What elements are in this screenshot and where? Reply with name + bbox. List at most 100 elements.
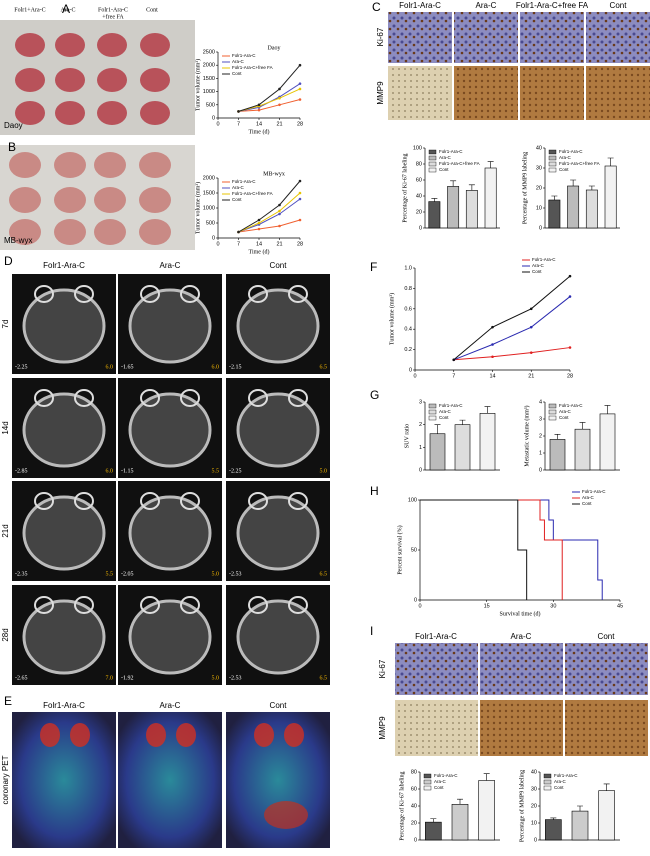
y-axis-label: Tumor volume (mm³) bbox=[388, 293, 395, 345]
mri-value: -2.65 bbox=[15, 675, 28, 681]
survival-curve bbox=[420, 499, 563, 600]
y-tick-label: 2000 bbox=[203, 175, 215, 181]
bar bbox=[478, 780, 495, 841]
legend-label: Folr1-Ara-C bbox=[439, 403, 463, 408]
bar bbox=[604, 165, 617, 229]
row-label: MMP9 bbox=[378, 716, 387, 740]
legend-label: Cont bbox=[434, 785, 444, 790]
error-bar bbox=[607, 157, 614, 166]
y-tick-label: 2 bbox=[539, 433, 542, 439]
ihc-image bbox=[480, 643, 563, 695]
legend-swatch bbox=[548, 415, 557, 421]
point bbox=[257, 218, 261, 222]
x-tick-label: 14 bbox=[256, 121, 262, 127]
error-bar bbox=[570, 179, 577, 186]
x-tick-label: 0 bbox=[216, 121, 219, 127]
tumor bbox=[54, 219, 86, 245]
y-tick-label: 100 bbox=[413, 145, 422, 151]
tumor bbox=[139, 187, 171, 213]
y-tick-label: 20 bbox=[411, 820, 417, 826]
y-tick-label: 50 bbox=[411, 547, 417, 553]
x-tick-label: 7 bbox=[237, 241, 240, 247]
y-tick-label: 0.4 bbox=[404, 327, 412, 333]
pet-image bbox=[12, 712, 116, 848]
mri-eye bbox=[180, 596, 200, 614]
point bbox=[529, 351, 533, 354]
legend-label: Ara-C bbox=[439, 409, 452, 414]
legend-label: Cont bbox=[439, 415, 449, 420]
legend-swatch bbox=[548, 161, 557, 167]
column-header: Folr1-Ara-C+free FA bbox=[516, 1, 589, 10]
ihc-image bbox=[586, 66, 650, 120]
mri-skull bbox=[236, 599, 320, 675]
bar bbox=[571, 810, 589, 841]
error-bar bbox=[483, 773, 490, 781]
row-label: Ki-67 bbox=[376, 27, 385, 46]
ihc-image bbox=[454, 12, 518, 63]
pet-hotspot bbox=[254, 723, 274, 747]
error-bar bbox=[431, 198, 438, 202]
x-tick-label: 28 bbox=[297, 241, 303, 247]
y-tick-label: 0 bbox=[539, 225, 542, 231]
legend-swatch bbox=[548, 149, 557, 155]
tumor bbox=[9, 152, 41, 178]
point bbox=[298, 179, 302, 183]
bar bbox=[451, 803, 469, 841]
point bbox=[298, 82, 302, 85]
tumor bbox=[15, 101, 45, 125]
error-bar bbox=[550, 817, 557, 820]
error-bar bbox=[577, 805, 583, 812]
x-tick-label: 0 bbox=[413, 373, 416, 379]
y-tick-label: 500 bbox=[206, 220, 215, 226]
mri-value: -1.65 bbox=[121, 364, 134, 370]
bar bbox=[549, 439, 566, 471]
y-tick-label: 20 bbox=[531, 803, 537, 809]
y-tick-label: 1000 bbox=[203, 89, 215, 95]
y-tick-label: 2000 bbox=[203, 63, 215, 69]
y-tick-label: 1000 bbox=[203, 205, 215, 211]
mri-value: -2.53 bbox=[229, 675, 242, 681]
mri-value: 6.0 bbox=[106, 364, 114, 370]
mri-value: 6.5 bbox=[320, 571, 328, 577]
error-bar bbox=[434, 424, 441, 434]
x-tick-label: 15 bbox=[484, 603, 490, 609]
y-tick-label: 2 bbox=[419, 422, 422, 428]
point bbox=[568, 274, 572, 278]
x-axis-label: Time (d) bbox=[249, 128, 270, 135]
point bbox=[237, 230, 240, 234]
row-label: 7d bbox=[1, 320, 10, 329]
panel-label: I bbox=[370, 624, 373, 638]
line bbox=[238, 192, 301, 233]
legend-swatch bbox=[423, 779, 432, 785]
line bbox=[453, 296, 571, 361]
point bbox=[278, 96, 281, 100]
error-bar bbox=[457, 798, 463, 805]
legend-swatch bbox=[548, 155, 557, 161]
mri-skull bbox=[22, 599, 106, 675]
x-tick-label: 21 bbox=[276, 121, 282, 127]
tumor bbox=[139, 152, 171, 178]
column-header: +free FA bbox=[102, 13, 124, 20]
survival-curve bbox=[420, 499, 603, 600]
ihc-image bbox=[565, 700, 648, 756]
legend-label: Folr1-Ara-C+free FA bbox=[559, 161, 600, 166]
images bbox=[0, 12, 650, 848]
error-bar bbox=[551, 195, 558, 200]
y-tick-label: 100 bbox=[408, 497, 417, 503]
pet-hotspot bbox=[70, 723, 90, 747]
row-label: 14d bbox=[1, 421, 10, 434]
ihc-image bbox=[388, 66, 452, 120]
column-header: Cont bbox=[270, 701, 288, 710]
y-tick-label: 40 bbox=[536, 145, 542, 151]
column-header: Ara-C bbox=[160, 701, 181, 710]
bar bbox=[447, 186, 460, 229]
mri-eye bbox=[248, 596, 268, 614]
y-tick-label: 40 bbox=[416, 193, 422, 199]
error-bar bbox=[430, 818, 437, 823]
x-tick-label: 28 bbox=[567, 373, 573, 379]
legend-label: Ara-C bbox=[439, 155, 452, 160]
bar bbox=[425, 821, 442, 841]
mri-skull bbox=[22, 495, 106, 571]
legend-label: Ara-C bbox=[559, 409, 572, 414]
bar bbox=[484, 167, 497, 229]
